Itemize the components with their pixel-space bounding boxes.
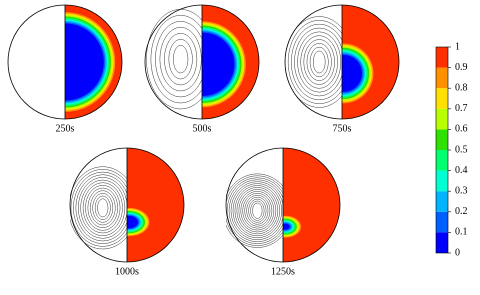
colorbar-tick-label: 0.2 <box>455 206 468 217</box>
contour-half <box>70 166 127 250</box>
contour-line <box>309 46 329 78</box>
contour-line <box>82 182 123 234</box>
colorbar-tick-label: 0.6 <box>455 124 468 135</box>
panel-label: 750s <box>333 123 352 134</box>
panel-label: 500s <box>193 123 212 134</box>
contour-line <box>97 198 109 218</box>
contour-line <box>291 23 342 101</box>
field-band <box>65 23 104 101</box>
contour-line <box>150 15 202 104</box>
colorbar-band <box>436 67 448 89</box>
contour-line <box>285 16 342 108</box>
contour-line <box>238 189 277 233</box>
contour-half <box>146 9 202 110</box>
colorbar-tick-label: 0.7 <box>455 103 468 114</box>
field-half <box>283 148 340 262</box>
colorbar-band <box>436 191 448 212</box>
field-half <box>65 5 122 119</box>
contour-line <box>300 35 338 89</box>
contour-line <box>230 181 283 241</box>
colorbar-tick-label: 0.3 <box>455 185 468 196</box>
contour-line <box>234 185 281 237</box>
contour-line <box>226 177 283 244</box>
contour-line <box>75 174 127 242</box>
contour-line <box>244 194 271 227</box>
colorbar-band <box>436 47 448 68</box>
contour-line <box>173 45 189 74</box>
contour-line <box>294 27 342 97</box>
contour-line <box>252 202 263 219</box>
colorbar-band <box>436 170 448 192</box>
colorbar-tick-label: 0.5 <box>455 144 468 155</box>
colorbar-band <box>436 232 448 253</box>
colorbar-band <box>436 150 448 171</box>
contour-line <box>226 173 283 248</box>
contour-line <box>87 187 118 228</box>
contour-line <box>287 20 342 104</box>
contour-line <box>92 193 114 223</box>
field-base <box>127 148 184 262</box>
contour-line <box>168 39 193 80</box>
colorbar-tick-label: 0.8 <box>455 82 468 93</box>
contour-line <box>94 195 111 220</box>
contour-line <box>306 43 332 81</box>
contour-line <box>240 191 275 231</box>
colorbar-band <box>436 129 448 150</box>
panel-label: 250s <box>56 123 75 134</box>
contour-line <box>70 166 127 250</box>
contour-line <box>242 193 273 229</box>
contour-line <box>228 179 283 242</box>
contour-line <box>226 175 283 246</box>
contour-line <box>80 179 126 236</box>
contour-line <box>90 190 116 226</box>
panel-outline <box>284 4 400 120</box>
contour-line <box>297 31 342 93</box>
contour-line <box>159 27 202 92</box>
panel-outline <box>225 147 341 263</box>
colorbar-band <box>436 211 448 233</box>
panel-label: 1250s <box>271 266 295 277</box>
contour-half <box>285 16 342 108</box>
panel-outline <box>144 4 260 120</box>
field-half <box>202 5 259 119</box>
panel-outline <box>7 4 123 120</box>
colorbar-tick-label: 0.9 <box>455 62 468 73</box>
colorbar-tick-label: 0.1 <box>455 227 468 238</box>
contour-line <box>312 50 326 74</box>
contour-line <box>70 169 127 247</box>
colorbar-tick-label: 0.4 <box>455 165 468 176</box>
contour-line <box>73 171 127 244</box>
field-half <box>127 148 184 262</box>
field-band <box>342 54 363 92</box>
contour-line <box>77 177 127 239</box>
contour-line <box>236 187 279 235</box>
contour-line <box>246 196 269 225</box>
contour-half <box>226 173 283 248</box>
colorbar-band <box>436 108 448 130</box>
field-band <box>283 223 290 230</box>
field-half <box>342 5 399 119</box>
panel-outline <box>69 147 185 263</box>
contour-line <box>232 183 283 239</box>
contour-line <box>303 39 335 85</box>
contour-line <box>155 21 202 98</box>
colorbar-tick-label: 0 <box>455 247 460 258</box>
field-band <box>127 215 138 229</box>
colorbar-band <box>436 88 448 109</box>
contour-line <box>85 185 121 231</box>
field-band <box>202 32 235 96</box>
contour-line <box>250 200 265 221</box>
contour-line <box>248 198 267 223</box>
colorbar-tick-label: 1 <box>455 41 460 52</box>
panel-label: 1000s <box>115 266 139 277</box>
contour-line <box>164 33 198 86</box>
